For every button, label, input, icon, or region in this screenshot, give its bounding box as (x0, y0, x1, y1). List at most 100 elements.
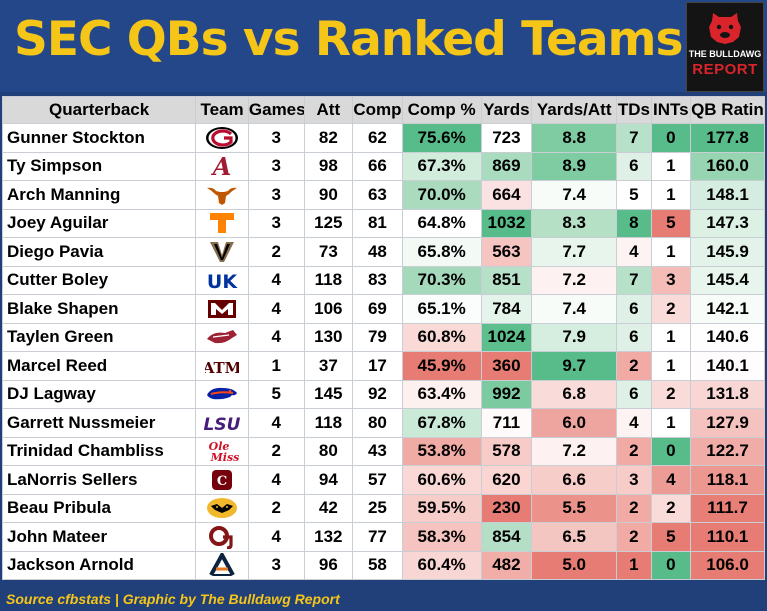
svg-text:ATM: ATM (205, 359, 239, 377)
yards-per-att-cell: 6.5 (531, 522, 618, 552)
comp-cell: 66 (352, 151, 403, 181)
ints-cell: 2 (650, 294, 692, 324)
quarterback-name: Taylen Green (1, 322, 197, 352)
quarterback-name: Gunner Stockton (1, 123, 197, 153)
texas-am-logo: ATM (195, 351, 249, 381)
tds-cell: 4 (616, 408, 652, 438)
comp-cell: 48 (352, 237, 403, 267)
yards-cell: 360 (480, 351, 533, 381)
tds-cell: 6 (616, 379, 652, 409)
kentucky-logo: UK (195, 265, 249, 295)
quarterback-name: Arch Manning (1, 180, 197, 210)
yards-cell: 1032 (480, 208, 533, 238)
comp-pct-cell: 70.0% (401, 180, 482, 210)
col-header-ints: INTs (650, 96, 692, 124)
comp-pct-cell: 67.3% (401, 151, 482, 181)
qb-rating-cell: 145.4 (690, 265, 765, 295)
table-row: Cutter Boley UK 4 118 83 70.3% 851 7.2 7 3 145.4 (1, 265, 765, 295)
yards-cell: 854 (480, 522, 533, 552)
qb-stats-table: Quarterback Team Games Att Comp Comp % Y… (1, 96, 765, 580)
ints-cell: 0 (650, 436, 692, 466)
yards-cell: 869 (480, 151, 533, 181)
ints-cell: 1 (650, 322, 692, 352)
quarterback-name: Blake Shapen (1, 294, 197, 324)
svg-text:C: C (217, 474, 227, 489)
svg-text:LSU: LSU (204, 415, 241, 435)
source-credit: Source cfbstats | Graphic by The Bulldaw… (6, 591, 340, 607)
tds-cell: 2 (616, 351, 652, 381)
tds-cell: 6 (616, 322, 652, 352)
games-cell: 4 (247, 322, 305, 352)
att-cell: 145 (303, 379, 354, 409)
comp-cell: 69 (352, 294, 403, 324)
qb-rating-cell: 140.6 (690, 322, 765, 352)
comp-pct-cell: 60.4% (401, 550, 482, 580)
comp-cell: 57 (352, 465, 403, 495)
ints-cell: 1 (650, 351, 692, 381)
table-row: Blake Shapen 4 106 69 65.1% 784 7.4 6 2 142.1 (1, 294, 765, 324)
quarterback-name: Garrett Nussmeier (1, 408, 197, 438)
quarterback-name: Beau Pribula (1, 493, 197, 523)
games-cell: 4 (247, 522, 305, 552)
qb-rating-cell: 110.1 (690, 522, 765, 552)
games-cell: 3 (247, 180, 305, 210)
att-cell: 37 (303, 351, 354, 381)
att-cell: 130 (303, 322, 354, 352)
yards-cell: 578 (480, 436, 533, 466)
yards-cell: 1024 (480, 322, 533, 352)
ints-cell: 5 (650, 522, 692, 552)
tennessee-logo (195, 208, 249, 238)
yards-per-att-cell: 9.7 (531, 351, 618, 381)
yards-per-att-cell: 8.8 (531, 123, 618, 153)
yards-per-att-cell: 8.9 (531, 151, 618, 181)
comp-pct-cell: 65.1% (401, 294, 482, 324)
comp-pct-cell: 67.8% (401, 408, 482, 438)
att-cell: 82 (303, 123, 354, 153)
qb-rating-cell: 147.3 (690, 208, 765, 238)
quarterback-name: Joey Aguilar (1, 208, 197, 238)
alabama-logo: A (195, 151, 249, 181)
table-header-row: Quarterback Team Games Att Comp Comp % Y… (1, 96, 765, 124)
ole-miss-logo: Ole Miss (195, 436, 249, 466)
table-row: Jackson Arnold 3 96 58 60.4% 482 5.0 1 0 106.0 (1, 550, 765, 580)
ints-cell: 0 (650, 550, 692, 580)
quarterback-name: DJ Lagway (1, 379, 197, 409)
table-row: Taylen Green 4 130 79 60.8% 1024 7.9 6 1 140.6 (1, 322, 765, 352)
att-cell: 73 (303, 237, 354, 267)
qb-rating-cell: 127.9 (690, 408, 765, 438)
quarterback-name: Trinidad Chambliss (1, 436, 197, 466)
yards-cell: 664 (480, 180, 533, 210)
logo-line-1: THE BULLDAWG (688, 49, 762, 59)
qb-rating-cell: 131.8 (690, 379, 765, 409)
table-row: Ty Simpson A 3 98 66 67.3% 869 8.9 6 1 160.0 (1, 151, 765, 181)
table-row: Trinidad Chambliss Ole Miss 2 80 43 53.8% 578 7.… (1, 436, 765, 466)
yards-per-att-cell: 7.4 (531, 294, 618, 324)
col-header-games: Games (247, 96, 305, 124)
att-cell: 118 (303, 408, 354, 438)
qb-rating-cell: 140.1 (690, 351, 765, 381)
comp-pct-cell: 59.5% (401, 493, 482, 523)
qb-rating-cell: 148.1 (690, 180, 765, 210)
table-row: LaNorris Sellers C 4 94 57 60.6% 620 6.6 3 4 118.1 (1, 465, 765, 495)
qb-rating-cell: 160.0 (690, 151, 765, 181)
florida-logo (195, 379, 249, 409)
tds-cell: 2 (616, 436, 652, 466)
yards-cell: 482 (480, 550, 533, 580)
ints-cell: 1 (650, 180, 692, 210)
texas-logo (195, 180, 249, 210)
table-row: Gunner Stockton 3 82 62 75.6% 723 8.8 7 0 177.8 (1, 123, 765, 153)
att-cell: 118 (303, 265, 354, 295)
page-title: SEC QBs vs Ranked Teams (14, 12, 684, 67)
ints-cell: 2 (650, 493, 692, 523)
att-cell: 106 (303, 294, 354, 324)
comp-cell: 63 (352, 180, 403, 210)
comp-pct-cell: 60.6% (401, 465, 482, 495)
oklahoma-logo (195, 522, 249, 552)
table-row: Beau Pribula 2 42 25 59.5% 230 5.5 2 2 111.7 (1, 493, 765, 523)
comp-cell: 62 (352, 123, 403, 153)
vanderbilt-logo (195, 237, 249, 267)
footer: Source cfbstats | Graphic by The Bulldaw… (0, 588, 767, 611)
games-cell: 5 (247, 379, 305, 409)
games-cell: 4 (247, 408, 305, 438)
col-header-yards: Yards (480, 96, 533, 124)
